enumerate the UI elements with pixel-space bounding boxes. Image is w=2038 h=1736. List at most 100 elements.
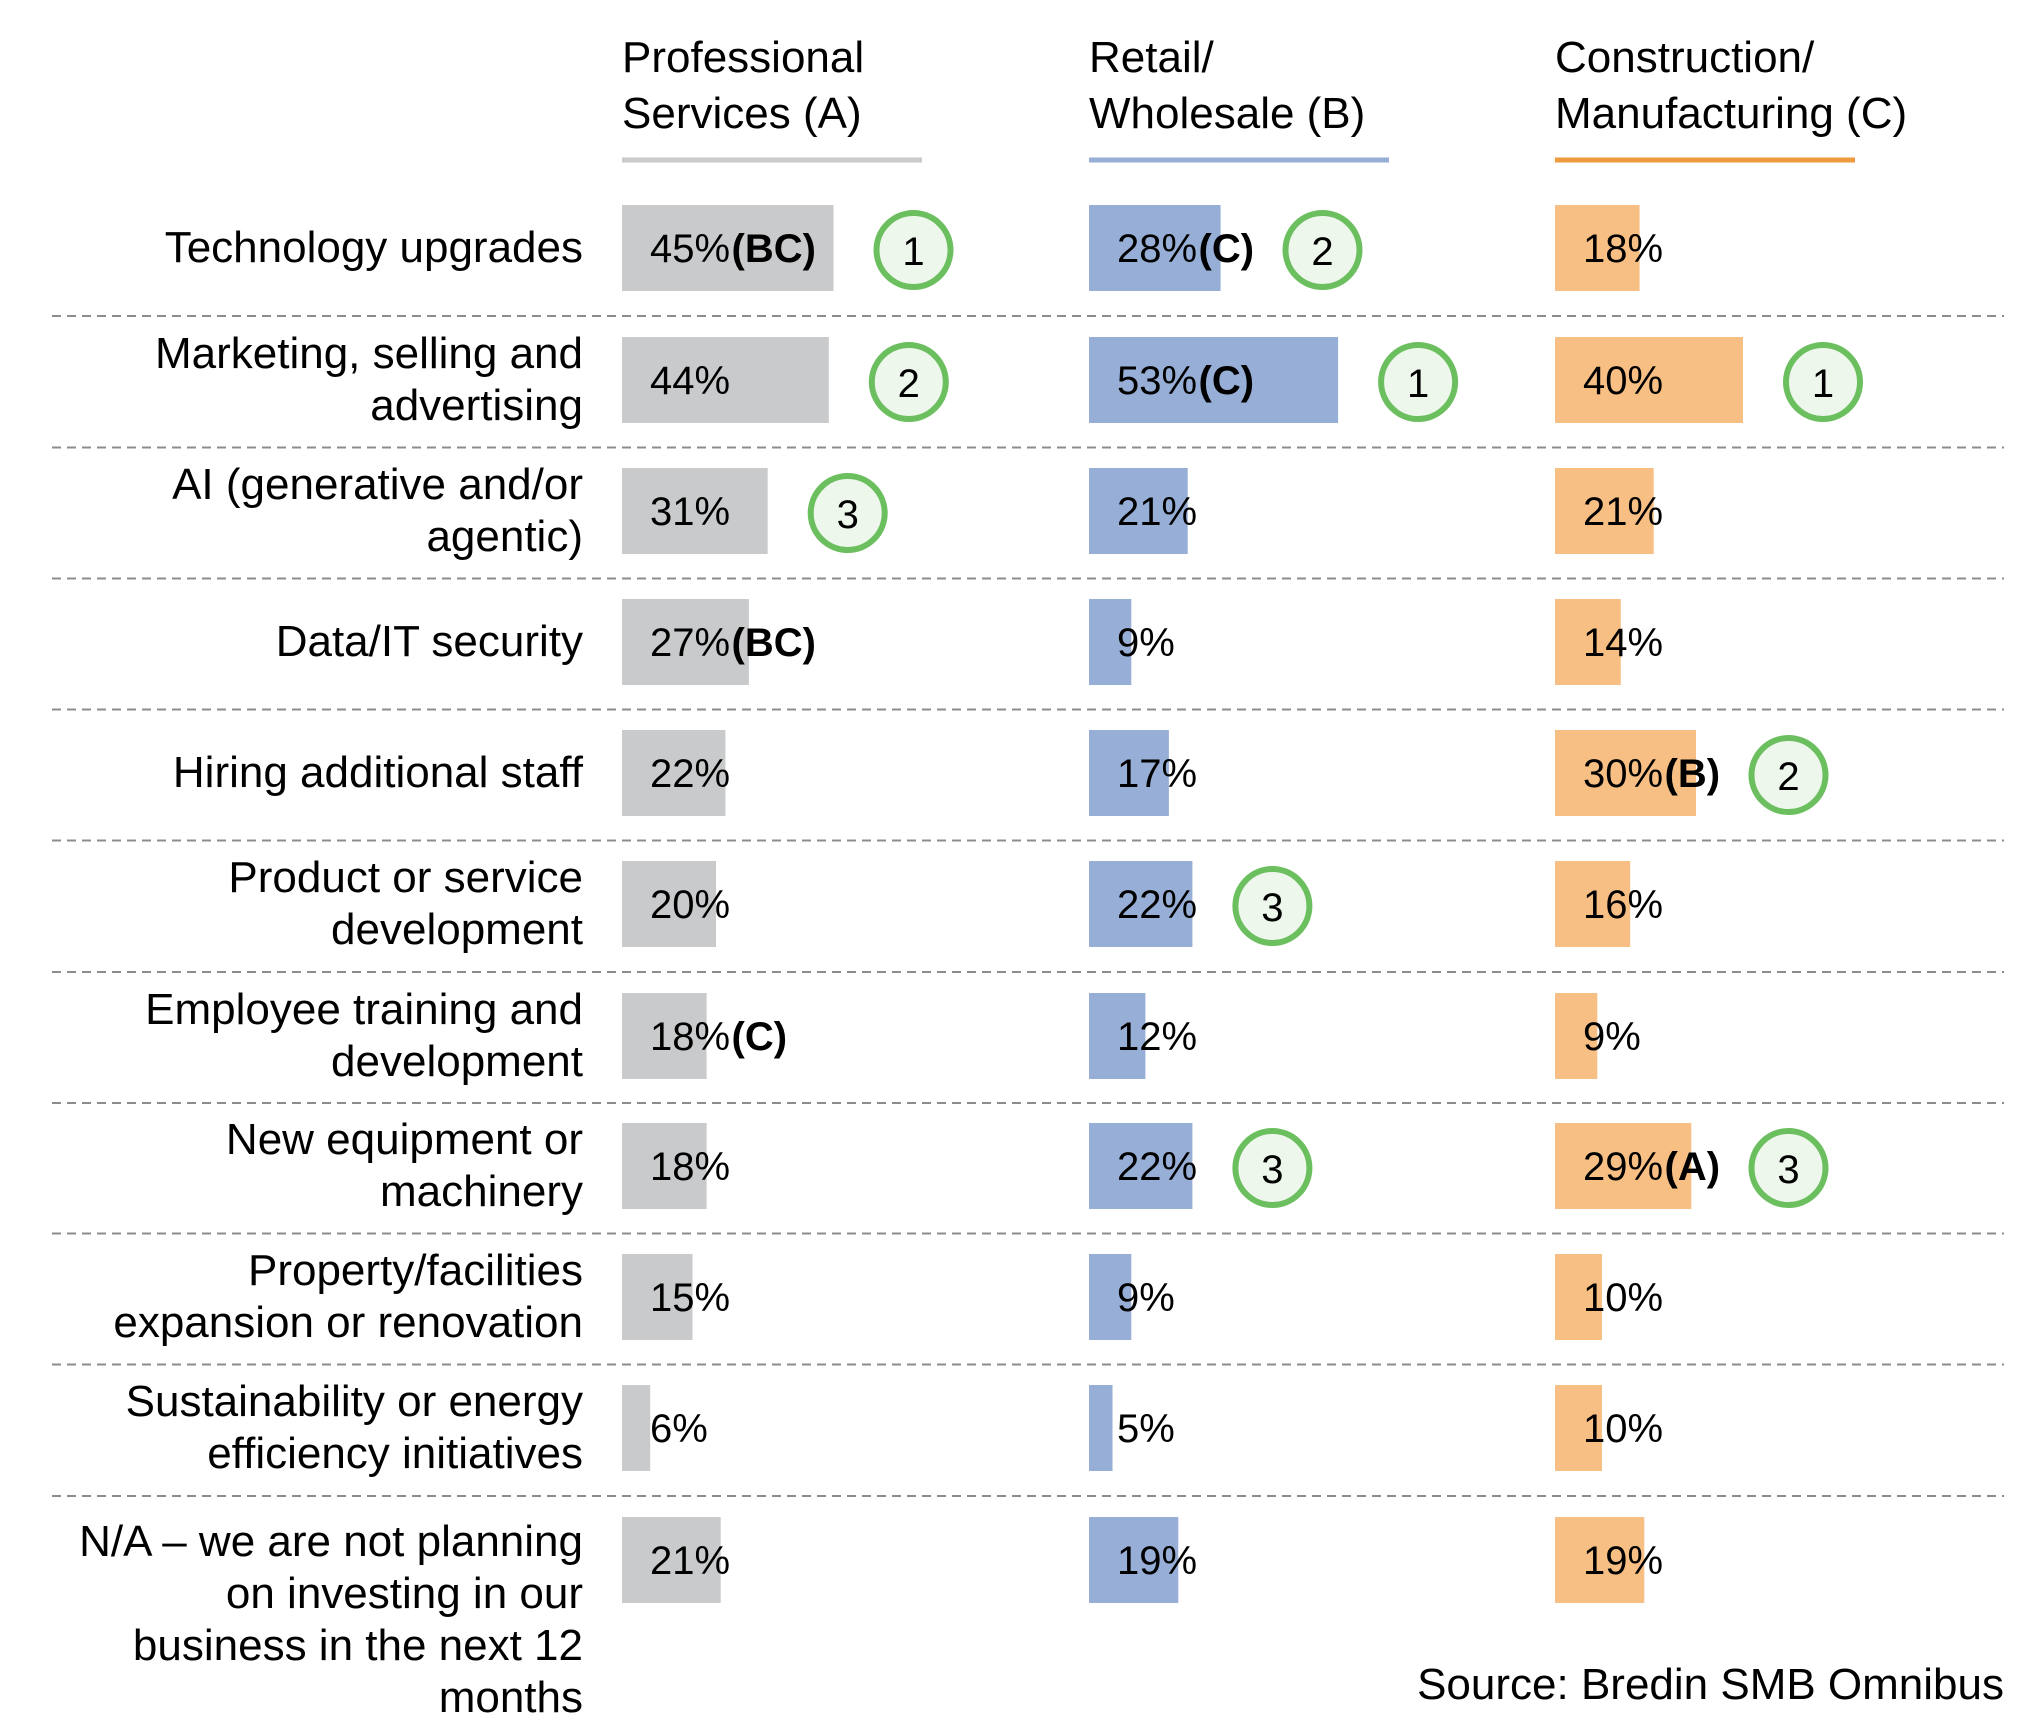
bar-retail-wholesale-b-8 (1089, 1123, 1193, 1209)
bar-retail-wholesale-b-4 (1089, 599, 1132, 685)
value-label-construction-manufacturing-c-9: 10% (1583, 1276, 1663, 1320)
rank-number-retail-wholesale-b-8: 3 (1261, 1148, 1283, 1192)
value-label-professional-services-a-4: 27% (650, 621, 730, 665)
bar-construction-manufacturing-c-5 (1555, 730, 1696, 816)
value-label-professional-services-a-10: 6% (650, 1407, 708, 1451)
rank-badge-retail-wholesale-b-1 (1282, 210, 1363, 290)
bar-construction-manufacturing-c-11 (1555, 1517, 1645, 1603)
row-label-sustainability: Sustainability or energy efficiency init… (125, 1377, 583, 1478)
significance-label-professional-services-a-1: (BC) (732, 227, 816, 271)
bar-professional-services-a-6 (622, 861, 716, 947)
significance-label-construction-manufacturing-c-5: (B) (1665, 752, 1721, 796)
value-label-retail-wholesale-b-10: 5% (1117, 1407, 1175, 1451)
value-label-retail-wholesale-b-4: 9% (1117, 621, 1175, 665)
value-label-construction-manufacturing-c-1: 18% (1583, 227, 1663, 271)
value-label-construction-manufacturing-c-6: 16% (1583, 883, 1663, 927)
row-label-marketing: Marketing, selling and advertising (154, 329, 583, 430)
bar-construction-manufacturing-c-1 (1555, 205, 1640, 291)
rank-badge-professional-services-a-3 (807, 473, 888, 553)
column-header-professional-services: Professional Services (A) (622, 33, 865, 138)
value-label-retail-wholesale-b-6: 22% (1117, 883, 1197, 927)
bar-construction-manufacturing-c-8 (1555, 1123, 1692, 1209)
bar-professional-services-a-7 (622, 993, 707, 1079)
bar-retail-wholesale-b-3 (1089, 468, 1188, 554)
significance-label-retail-wholesale-b-1: (C) (1199, 227, 1255, 271)
column-header-retail-wholesale: Retail/ Wholesale (B) (1089, 33, 1366, 138)
bar-construction-manufacturing-c-2 (1555, 337, 1743, 423)
rank-badge-retail-wholesale-b-6 (1232, 866, 1313, 946)
row-label-ai: AI (generative and/or agentic) (172, 460, 583, 561)
rank-number-construction-manufacturing-c-2: 1 (1812, 362, 1834, 406)
value-label-retail-wholesale-b-5: 17% (1117, 752, 1197, 796)
value-label-retail-wholesale-b-3: 21% (1117, 490, 1197, 534)
value-label-construction-manufacturing-c-5: 30% (1583, 752, 1663, 796)
rank-number-construction-manufacturing-c-8: 3 (1777, 1148, 1799, 1192)
bar-professional-services-a-9 (622, 1254, 693, 1340)
rank-number-professional-services-a-1: 1 (902, 230, 924, 274)
bar-retail-wholesale-b-1 (1089, 205, 1221, 291)
column-header-construction-manufacturing: Construction/ Manufacturing (C) (1555, 33, 1908, 138)
rank-badge-construction-manufacturing-c-8 (1748, 1128, 1829, 1208)
row-label-hiring-staff: Hiring additional staff (172, 748, 583, 797)
value-label-construction-manufacturing-c-7: 9% (1583, 1015, 1641, 1059)
rank-number-retail-wholesale-b-2: 1 (1407, 362, 1429, 406)
bar-construction-manufacturing-c-10 (1555, 1385, 1602, 1471)
bar-construction-manufacturing-c-7 (1555, 993, 1598, 1079)
value-label-retail-wholesale-b-8: 22% (1117, 1145, 1197, 1189)
bar-retail-wholesale-b-2 (1089, 337, 1339, 423)
bar-professional-services-a-10 (622, 1385, 651, 1471)
rank-number-retail-wholesale-b-6: 3 (1261, 886, 1283, 930)
bar-construction-manufacturing-c-3 (1555, 468, 1654, 554)
value-label-professional-services-a-8: 18% (650, 1145, 730, 1189)
rank-badge-professional-services-a-2 (868, 342, 949, 422)
bar-construction-manufacturing-c-6 (1555, 861, 1631, 947)
value-label-construction-manufacturing-c-2: 40% (1583, 359, 1663, 403)
value-label-construction-manufacturing-c-11: 19% (1583, 1539, 1663, 1583)
value-label-professional-services-a-7: 18% (650, 1015, 730, 1059)
value-label-professional-services-a-11: 21% (650, 1539, 730, 1583)
value-label-construction-manufacturing-c-4: 14% (1583, 621, 1663, 665)
significance-label-retail-wholesale-b-2: (C) (1199, 359, 1255, 403)
bar-professional-services-a-5 (622, 730, 726, 816)
value-label-professional-services-a-6: 20% (650, 883, 730, 927)
bar-construction-manufacturing-c-4 (1555, 599, 1621, 685)
bar-professional-services-a-11 (622, 1517, 721, 1603)
row-label-data-it-security: Data/IT security (275, 617, 583, 666)
rank-number-professional-services-a-3: 3 (837, 493, 859, 537)
row-label-employee-training: Employee training and development (145, 985, 583, 1086)
significance-label-construction-manufacturing-c-8: (A) (1665, 1145, 1721, 1189)
bar-retail-wholesale-b-7 (1089, 993, 1146, 1079)
row-label-product-development: Product or service development (228, 853, 583, 954)
bar-professional-services-a-2 (622, 337, 829, 423)
value-label-retail-wholesale-b-11: 19% (1117, 1539, 1197, 1583)
row-label-new-equipment: New equipment or machinery (225, 1115, 583, 1216)
rank-number-retail-wholesale-b-1: 2 (1311, 230, 1333, 274)
value-label-professional-services-a-2: 44% (650, 359, 730, 403)
bar-professional-services-a-4 (622, 599, 749, 685)
bar-retail-wholesale-b-9 (1089, 1254, 1132, 1340)
significance-label-professional-services-a-7: (C) (732, 1015, 788, 1059)
source-note: Source: Bredin SMB Omnibus (1417, 1660, 2004, 1709)
value-label-construction-manufacturing-c-8: 29% (1583, 1145, 1663, 1189)
bar-retail-wholesale-b-5 (1089, 730, 1169, 816)
row-label-technology-upgrades: Technology upgrades (164, 223, 583, 272)
bar-professional-services-a-1 (622, 205, 834, 291)
bar-professional-services-a-3 (622, 468, 768, 554)
rank-number-construction-manufacturing-c-5: 2 (1777, 755, 1799, 799)
value-label-retail-wholesale-b-2: 53% (1117, 359, 1197, 403)
rank-number-professional-services-a-2: 2 (898, 362, 920, 406)
value-label-professional-services-a-5: 22% (650, 752, 730, 796)
rank-badge-retail-wholesale-b-2 (1378, 342, 1459, 422)
bar-retail-wholesale-b-10 (1089, 1385, 1113, 1471)
rank-badge-construction-manufacturing-c-2 (1783, 342, 1863, 422)
rank-badge-professional-services-a-1 (873, 210, 954, 290)
bar-construction-manufacturing-c-9 (1555, 1254, 1602, 1340)
value-label-retail-wholesale-b-1: 28% (1117, 227, 1197, 271)
value-label-professional-services-a-9: 15% (650, 1276, 730, 1320)
row-label-property-facilities: Property/facilities expansion or renovat… (113, 1246, 583, 1347)
rank-badge-retail-wholesale-b-8 (1232, 1128, 1313, 1208)
bar-retail-wholesale-b-6 (1089, 861, 1193, 947)
value-label-retail-wholesale-b-7: 12% (1117, 1015, 1197, 1059)
